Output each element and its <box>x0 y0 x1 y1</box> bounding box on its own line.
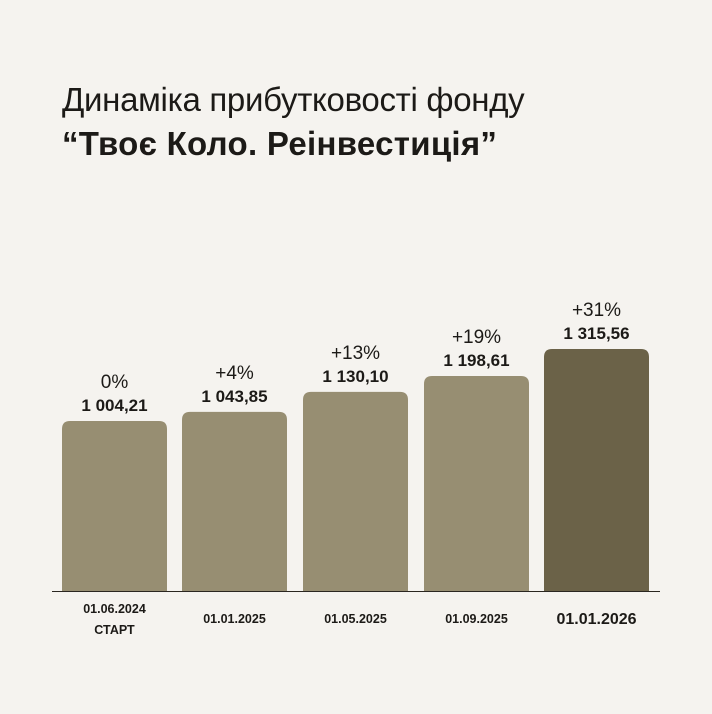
bar-1 <box>182 411 287 591</box>
percent-label-3: +19% <box>452 327 501 348</box>
x-tick-sublabel-0: СТАРТ <box>94 623 135 637</box>
x-tick-label-1: 01.01.2025 <box>203 612 266 626</box>
chart-title: Динаміка прибутковості фонду “Твоє Коло.… <box>62 78 525 166</box>
x-tick-label-3: 01.09.2025 <box>445 612 508 626</box>
title-line-2: “Твоє Коло. Реінвестиція” <box>62 125 498 162</box>
percent-label-1: +4% <box>215 363 254 384</box>
percent-label-0: 0% <box>101 372 129 393</box>
bar-3 <box>424 376 529 591</box>
x-tick-label-0: 01.06.2024 <box>83 602 146 616</box>
bar-4 <box>544 349 649 591</box>
value-label-3: 1 198,61 <box>443 351 509 370</box>
x-tick-label-2: 01.05.2025 <box>324 612 387 626</box>
value-label-4: 1 315,56 <box>563 324 629 343</box>
value-label-0: 1 004,21 <box>81 396 147 415</box>
value-label-1: 1 043,85 <box>201 387 267 406</box>
value-label-2: 1 130,10 <box>322 367 388 386</box>
bar-0 <box>62 421 167 591</box>
percent-label-4: +31% <box>572 300 621 321</box>
percent-label-2: +13% <box>331 343 380 364</box>
bar-2 <box>303 391 408 591</box>
title-line-1: Динаміка прибутковості фонду <box>62 81 525 118</box>
x-tick-label-4: 01.01.2026 <box>556 611 636 628</box>
